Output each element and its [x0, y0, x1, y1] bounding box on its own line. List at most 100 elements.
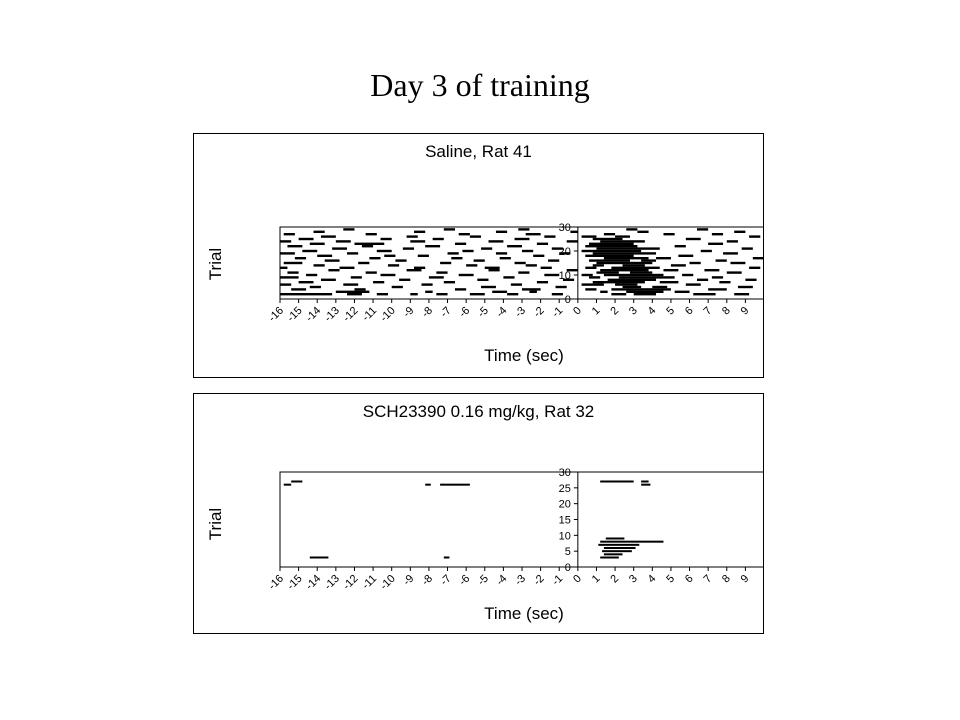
event-bar: [358, 261, 370, 265]
event-bar: [544, 235, 556, 238]
event-bar: [704, 269, 720, 272]
x-tick-label: 5: [664, 573, 677, 586]
event-bar: [581, 273, 593, 277]
x-tick-label: -12: [341, 573, 361, 593]
event-bar: [466, 264, 478, 267]
x-tick-label: -14: [304, 573, 324, 593]
event-bar: [298, 237, 314, 241]
y-tick-label: 30: [559, 222, 571, 234]
event-bar: [711, 276, 724, 279]
event-bar: [600, 290, 608, 293]
event-bar: [581, 283, 604, 286]
x-tick-label: -11: [360, 573, 379, 592]
event-bar: [406, 269, 422, 272]
event-bar: [525, 264, 537, 267]
x-tick-label: -6: [457, 305, 472, 320]
event-bar: [280, 283, 292, 286]
event-bar: [596, 261, 653, 265]
event-bar: [522, 288, 541, 291]
x-tick-label: -15: [285, 573, 305, 593]
event-bar: [589, 276, 601, 279]
event-bar: [652, 285, 668, 289]
event-bar: [499, 257, 511, 260]
y-tick-label: 30: [559, 467, 571, 479]
event-bar: [291, 288, 307, 291]
event-bar: [544, 273, 560, 277]
x-tick-label: -15: [285, 305, 305, 325]
event-bar: [298, 281, 314, 284]
event-bar: [700, 249, 712, 253]
event-bar: [607, 278, 657, 281]
y-tick-label: 0: [565, 294, 571, 306]
event-bar: [723, 252, 738, 255]
event-bar: [719, 281, 731, 284]
event-bar: [708, 242, 724, 245]
event-bar: [354, 288, 366, 291]
event-bar: [365, 233, 377, 236]
event-bar: [641, 480, 649, 483]
event-bar: [622, 264, 645, 267]
x-axis-label: Time (sec): [484, 604, 564, 623]
event-bar: [592, 281, 645, 284]
event-bar: [570, 230, 578, 233]
event-bar: [659, 281, 679, 284]
event-bar: [708, 288, 727, 291]
event-bar: [454, 288, 467, 291]
event-bar: [432, 237, 444, 241]
event-bar: [280, 276, 299, 279]
event-bar: [347, 252, 359, 255]
event-bar: [440, 261, 452, 265]
event-bar: [696, 278, 709, 281]
event-bar: [585, 266, 597, 269]
chart-title: SCH23390 0.16 mg/kg, Rat 32: [362, 402, 595, 421]
event-bar: [280, 266, 288, 269]
event-bar: [592, 237, 623, 241]
event-bar: [507, 245, 522, 248]
event-bar: [391, 285, 403, 289]
event-bar: [417, 254, 429, 257]
x-tick-label: 3: [627, 573, 640, 586]
x-tick-label: 0: [571, 305, 584, 318]
event-bar: [458, 233, 470, 236]
event-bar: [726, 271, 742, 274]
x-tick-label: 2: [608, 305, 621, 318]
event-bar: [551, 293, 563, 296]
event-bar: [280, 240, 292, 243]
event-bar: [600, 556, 619, 559]
event-bar: [615, 283, 638, 286]
event-bar: [402, 247, 415, 250]
event-bar: [369, 257, 381, 260]
event-bar: [481, 285, 496, 289]
event-bar: [495, 252, 508, 255]
event-bar: [495, 230, 508, 233]
event-bar: [730, 261, 746, 265]
event-bar: [533, 254, 545, 257]
event-bar: [320, 278, 336, 281]
event-bar: [581, 235, 597, 238]
x-tick-label: 8: [720, 305, 733, 318]
event-bar: [752, 257, 763, 260]
event-bar: [510, 283, 522, 286]
event-bar: [317, 254, 333, 257]
event-bar: [603, 273, 664, 277]
event-bar: [376, 293, 388, 296]
event-bar: [711, 233, 724, 236]
x-tick-label: -12: [341, 305, 361, 325]
event-bar: [488, 240, 504, 243]
event-bar: [603, 553, 623, 556]
event-bar: [343, 283, 359, 286]
y-tick-label: 25: [559, 483, 571, 495]
sch23390-chart-panel: SCH23390 0.16 mg/kg, Rat 32 Trial 0 5 10 15…: [193, 393, 764, 634]
event-bar: [600, 480, 634, 483]
event-bar: [283, 233, 295, 236]
event-bar: [581, 249, 642, 253]
x-tick-label: -8: [420, 305, 435, 320]
x-tick-label: -10: [378, 305, 398, 325]
event-bar: [611, 293, 627, 296]
event-bar: [566, 240, 578, 243]
event-bar: [428, 276, 444, 279]
event-bar: [324, 259, 340, 262]
event-bar: [600, 240, 645, 243]
y-tick-label: 15: [559, 515, 571, 527]
event-bar: [663, 233, 675, 236]
